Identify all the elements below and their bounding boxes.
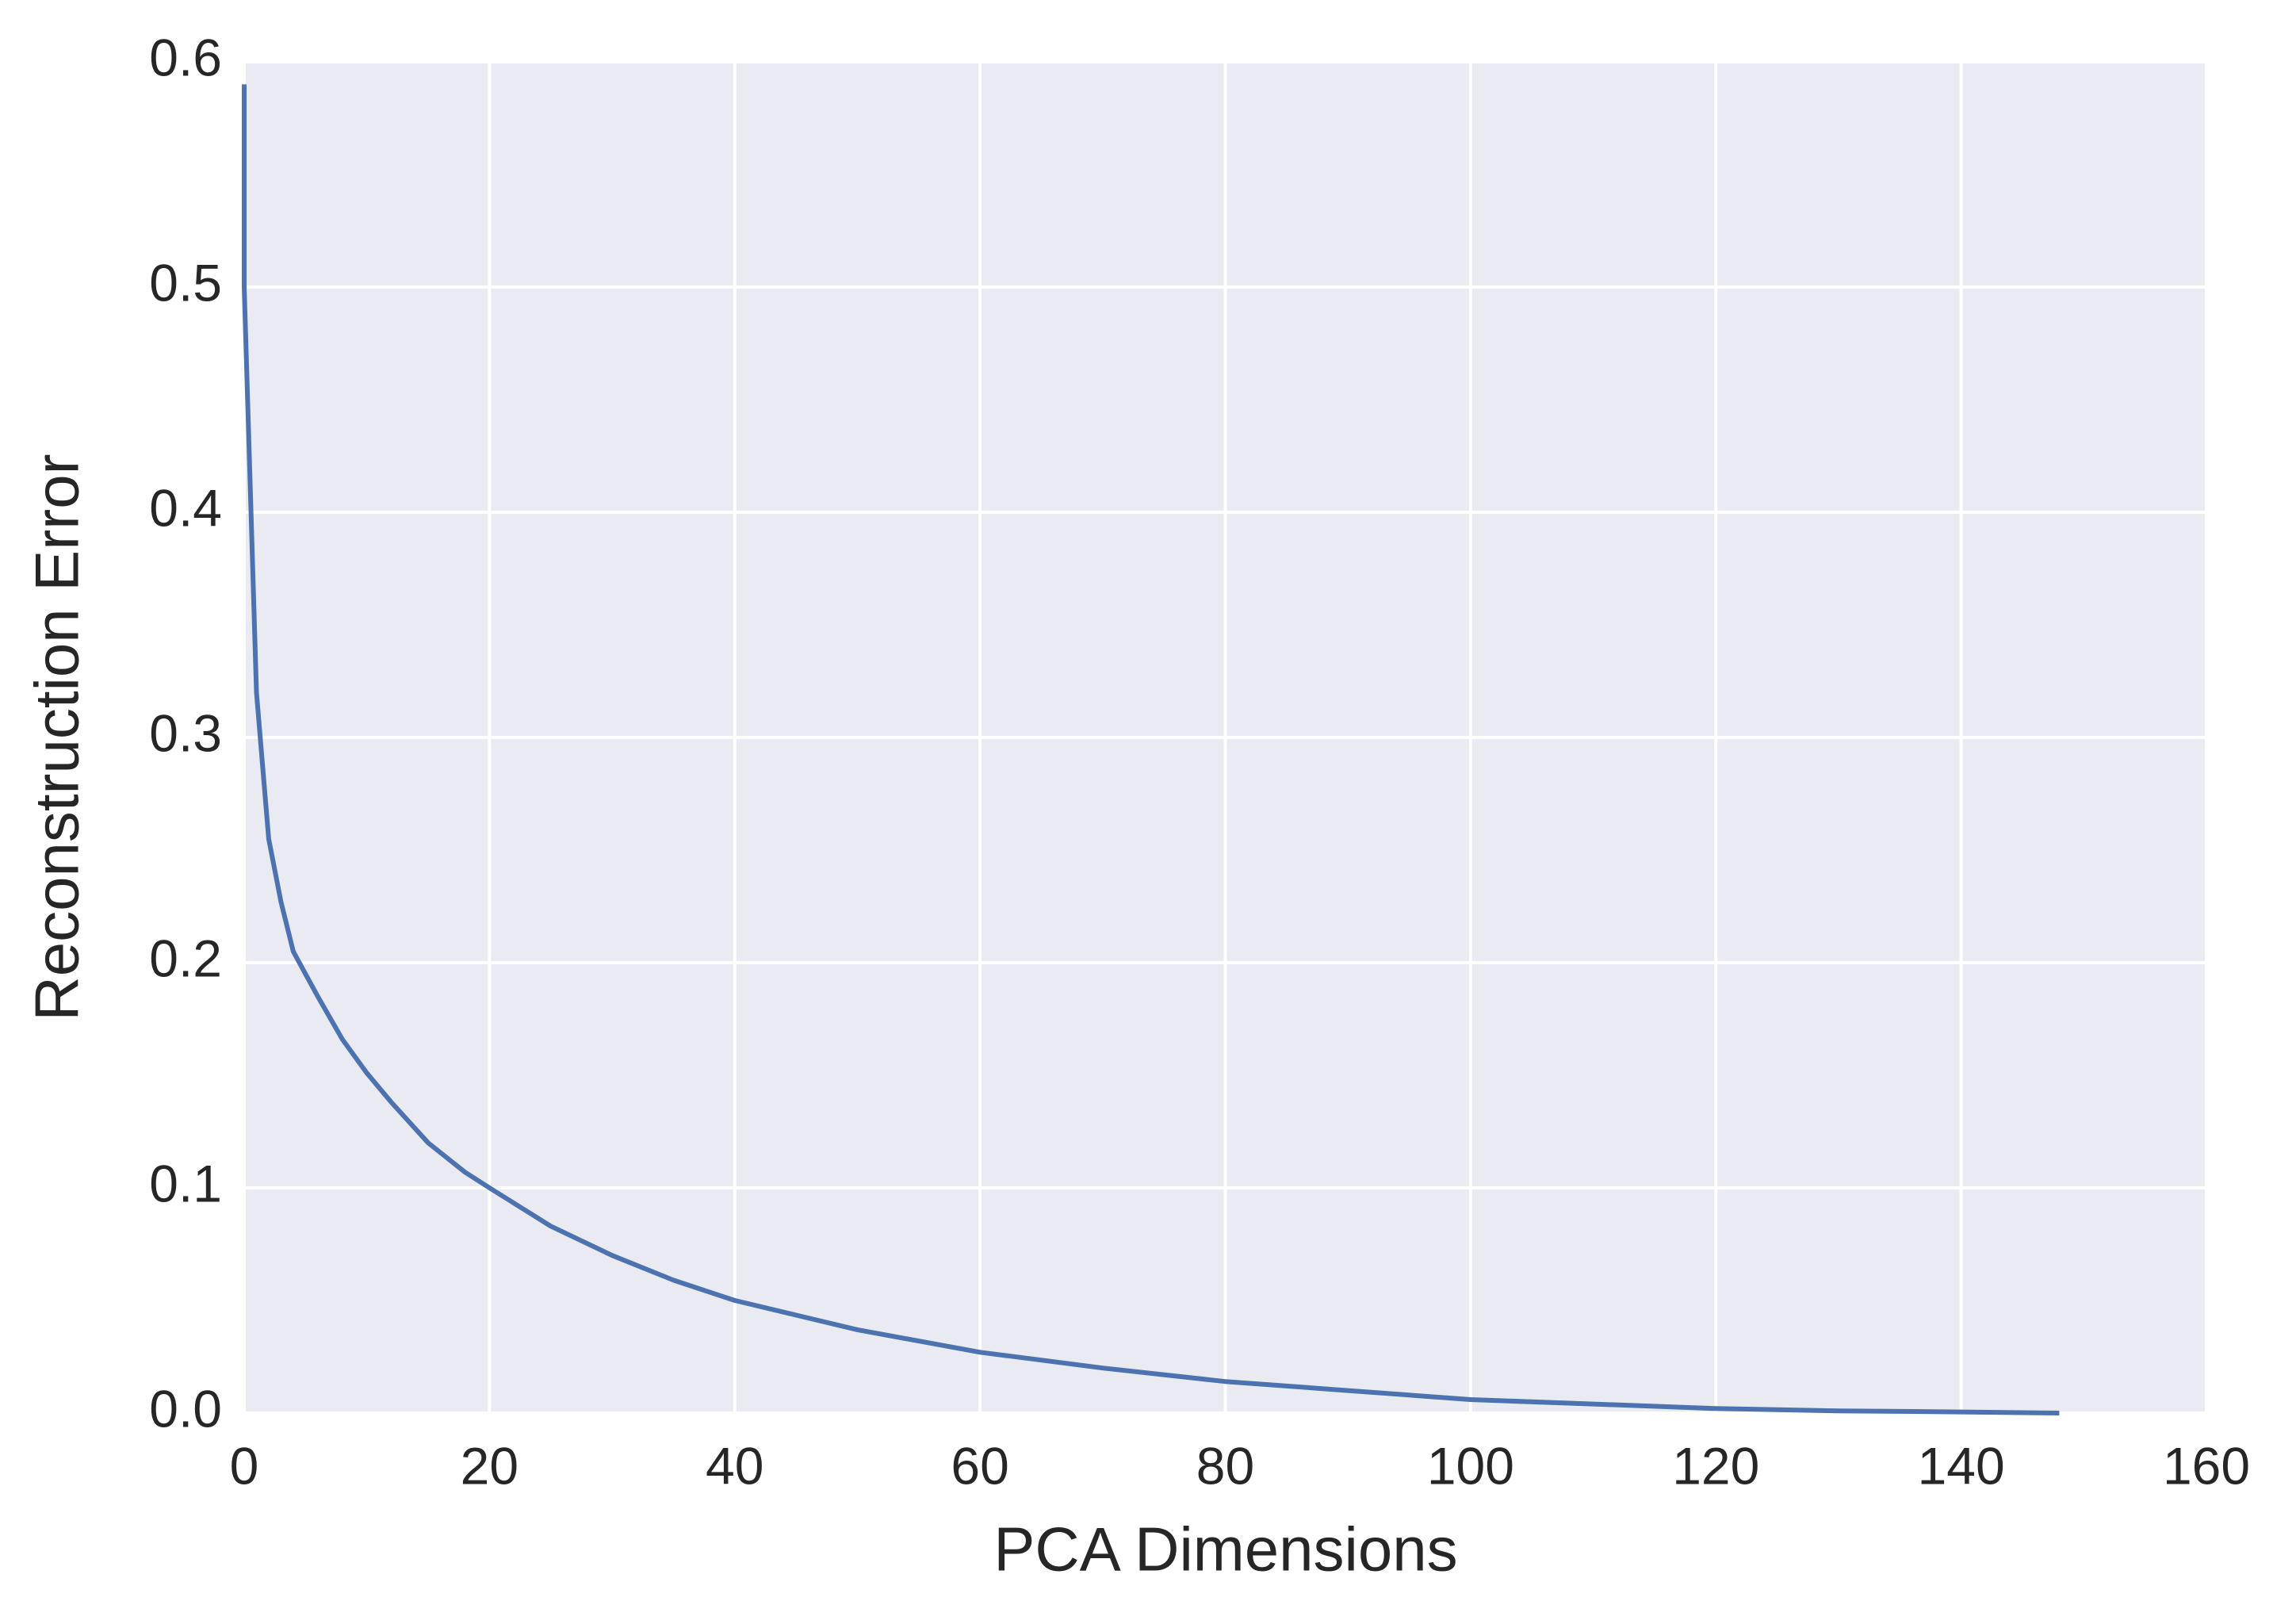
x-tick-label: 140: [1918, 1436, 2005, 1495]
data-line: [242, 84, 2060, 1415]
x-tick-label: 60: [951, 1436, 1008, 1495]
x-tick-label: 40: [706, 1436, 763, 1495]
y-tick-label: 0.3: [149, 703, 222, 762]
y-tick-label: 0.5: [149, 253, 222, 312]
y-tick-label: 0.6: [149, 28, 222, 86]
x-tick-label: 120: [1672, 1436, 1759, 1495]
y-axis-label: Reconstruction Error: [22, 454, 92, 1021]
y-tick-label: 0.1: [149, 1154, 222, 1212]
y-tick-label: 0.4: [149, 478, 222, 537]
x-tick-label: 0: [230, 1436, 259, 1495]
x-tick-label: 100: [1427, 1436, 1514, 1495]
x-tick-label: 160: [2163, 1436, 2250, 1495]
x-tick-label: 20: [461, 1436, 519, 1495]
y-tick-label: 0.0: [149, 1379, 222, 1438]
x-tick-label: 80: [1196, 1436, 1254, 1495]
y-tick-label: 0.2: [149, 929, 222, 987]
x-axis-label: PCA Dimensions: [993, 1515, 1457, 1584]
